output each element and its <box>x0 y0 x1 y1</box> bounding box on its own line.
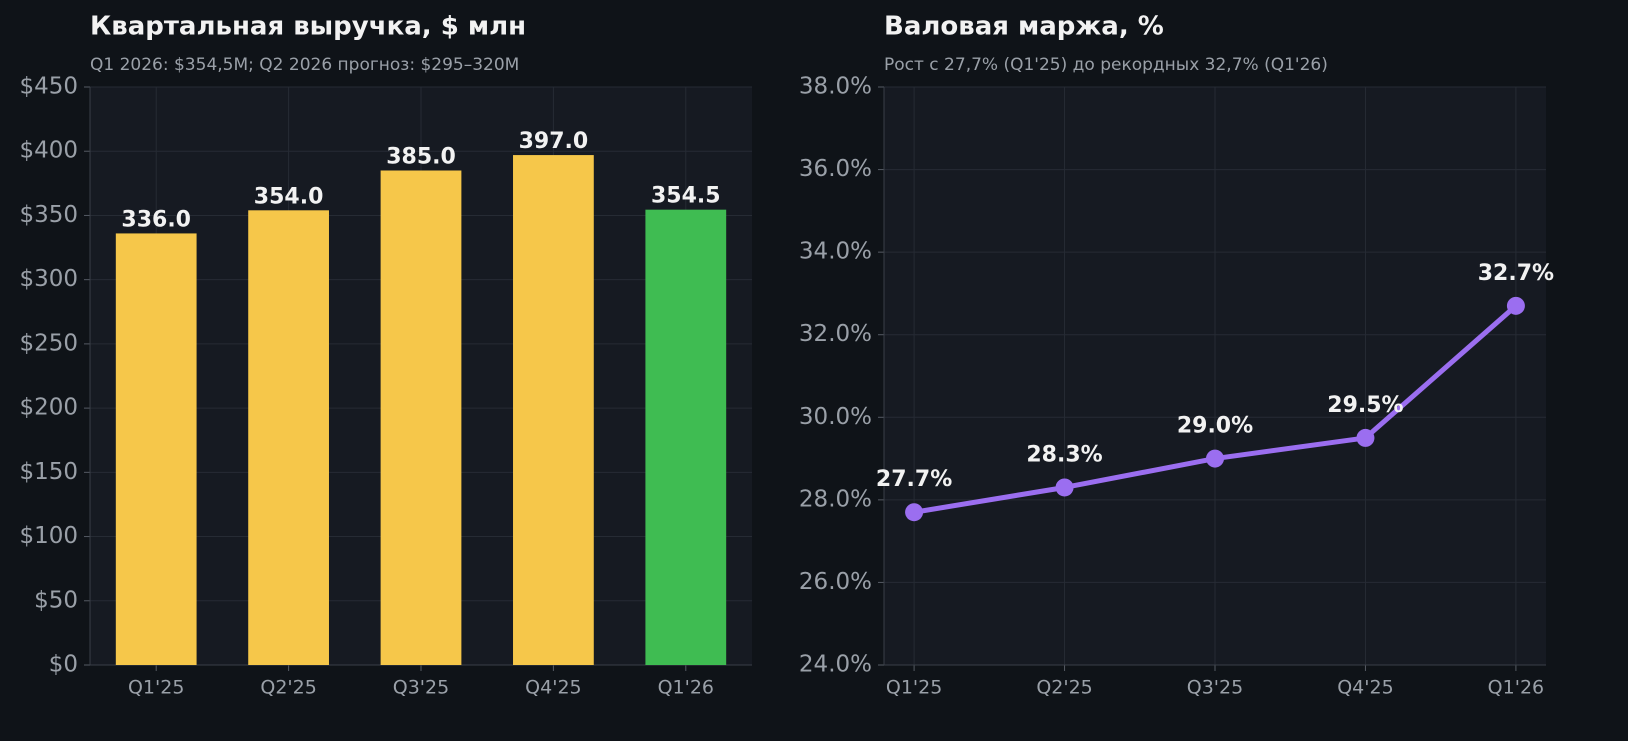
point <box>1206 449 1224 468</box>
x-tick-label: Q3'25 <box>1187 677 1243 699</box>
y-tick-label: $200 <box>19 395 78 421</box>
y-tick-label: $50 <box>34 587 78 613</box>
y-tick-label: 32.0% <box>799 321 872 347</box>
data-label: 354.5 <box>651 184 721 209</box>
bar <box>115 233 197 665</box>
x-tick-label: Q1'26 <box>1488 677 1544 699</box>
chart-subtitle: Рост с 27,7% (Q1'25) до рекордных 32,7% … <box>884 55 1328 75</box>
x-tick-label: Q4'25 <box>525 677 581 699</box>
point <box>1506 296 1525 315</box>
x-tick-label: Q1'25 <box>128 677 184 699</box>
bar <box>645 209 727 666</box>
x-tick-label: Q4'25 <box>1337 677 1393 699</box>
bar <box>380 170 462 665</box>
y-tick-label: $400 <box>19 138 78 164</box>
y-tick-label: 38.0% <box>799 74 872 100</box>
y-tick-label: 34.0% <box>799 239 872 265</box>
chart-subtitle: Q1 2026: $354,5M; Q2 2026 прогноз: $295–… <box>90 55 519 75</box>
data-label: 29.0% <box>1177 414 1253 439</box>
point <box>1356 428 1375 447</box>
data-label: 385.0 <box>386 144 456 169</box>
data-label: 354.0 <box>254 184 324 209</box>
point <box>1055 478 1074 497</box>
data-label: 32.7% <box>1478 261 1554 286</box>
y-tick-label: $300 <box>19 266 78 292</box>
x-tick-label: Q1'26 <box>658 677 714 699</box>
data-label: 28.3% <box>1026 442 1102 467</box>
y-tick-label: $250 <box>19 330 78 356</box>
x-tick-label: Q3'25 <box>393 677 449 699</box>
data-label: 27.7% <box>876 467 952 492</box>
y-tick-label: $100 <box>19 523 78 549</box>
y-tick-label: $150 <box>19 459 78 485</box>
bar <box>248 210 329 665</box>
y-tick-label: 24.0% <box>799 652 872 678</box>
x-tick-label: Q1'25 <box>886 677 942 699</box>
point <box>905 503 924 522</box>
y-tick-label: 28.0% <box>799 486 872 512</box>
data-label: 29.5% <box>1327 393 1403 418</box>
x-tick-label: Q2'25 <box>1036 677 1092 699</box>
data-label: 336.0 <box>121 207 191 232</box>
x-tick-label: Q2'25 <box>260 677 316 699</box>
data-label: 397.0 <box>519 129 589 154</box>
y-tick-label: 36.0% <box>799 156 872 182</box>
y-tick-label: $350 <box>19 202 78 228</box>
y-tick-label: $450 <box>19 74 78 100</box>
y-tick-label: 26.0% <box>799 569 872 595</box>
chart-title: Валовая маржа, % <box>884 12 1164 42</box>
y-tick-label: 30.0% <box>799 404 872 430</box>
bar <box>513 155 594 665</box>
chart-title: Квартальная выручка, $ млн <box>90 12 526 42</box>
y-tick-label: $0 <box>49 652 78 678</box>
